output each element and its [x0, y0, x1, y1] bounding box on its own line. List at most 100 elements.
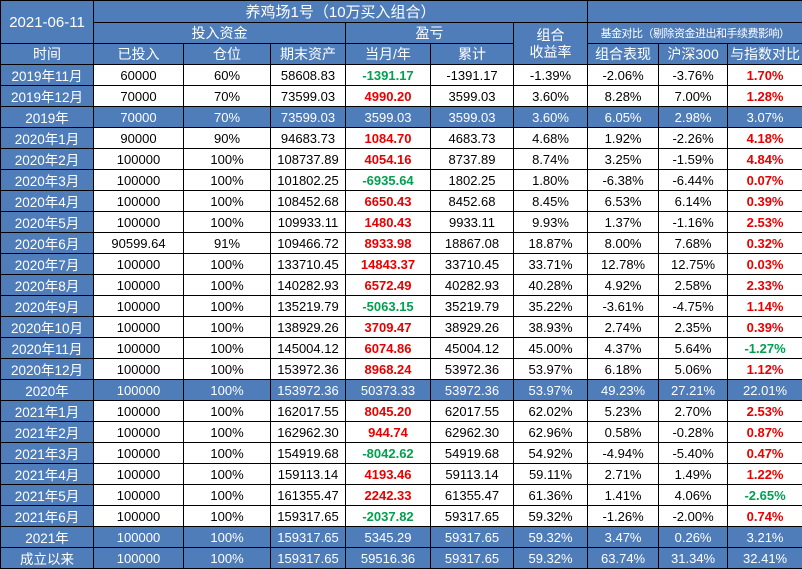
- cell-invested[interactable]: 70000: [94, 86, 184, 107]
- cell-vs-index[interactable]: 3.21%: [728, 527, 802, 548]
- row-label[interactable]: 2020年8月: [1, 275, 94, 296]
- cell-portfolio-perf[interactable]: 4.92%: [588, 275, 659, 296]
- cell-return-rate[interactable]: 54.92%: [514, 443, 588, 464]
- col-header-vs-index[interactable]: 与指数对比: [728, 44, 802, 65]
- cell-cumulative-pnl[interactable]: 59317.65: [431, 527, 514, 548]
- cell-hs300[interactable]: -4.75%: [659, 296, 728, 317]
- cell-vs-index[interactable]: 0.74%: [728, 506, 802, 527]
- cell-portfolio-perf[interactable]: 1.41%: [588, 485, 659, 506]
- cell-invested[interactable]: 100000: [94, 170, 184, 191]
- cell-cumulative-pnl[interactable]: -1391.17: [431, 65, 514, 86]
- col-header-hs300[interactable]: 沪深300: [659, 44, 728, 65]
- cell-invested[interactable]: 90000: [94, 128, 184, 149]
- cell-cumulative-pnl[interactable]: 53972.36: [431, 380, 514, 401]
- cell-position[interactable]: 100%: [184, 317, 271, 338]
- cell-return-rate[interactable]: 59.11%: [514, 464, 588, 485]
- cell-ending-assets[interactable]: 145004.12: [271, 338, 346, 359]
- cell-vs-index[interactable]: 32.41%: [728, 548, 802, 569]
- cell-portfolio-perf[interactable]: 4.37%: [588, 338, 659, 359]
- row-label[interactable]: 2020年2月: [1, 149, 94, 170]
- cell-month-pnl[interactable]: 3599.03: [346, 107, 431, 128]
- cell-invested[interactable]: 100000: [94, 401, 184, 422]
- cell-month-pnl[interactable]: 50373.33: [346, 380, 431, 401]
- cell-hs300[interactable]: -5.40%: [659, 443, 728, 464]
- cell-hs300[interactable]: 27.21%: [659, 380, 728, 401]
- cell-hs300[interactable]: -0.28%: [659, 422, 728, 443]
- cell-ending-assets[interactable]: 133710.45: [271, 254, 346, 275]
- cell-portfolio-perf[interactable]: -4.94%: [588, 443, 659, 464]
- cell-month-pnl[interactable]: 1480.43: [346, 212, 431, 233]
- cell-portfolio-perf[interactable]: 8.00%: [588, 233, 659, 254]
- cell-invested[interactable]: 100000: [94, 548, 184, 569]
- cell-portfolio-perf[interactable]: 6.53%: [588, 191, 659, 212]
- cell-vs-index[interactable]: 0.32%: [728, 233, 802, 254]
- col-header-position[interactable]: 仓位: [184, 44, 271, 65]
- col-header-ending-assets[interactable]: 期末资产: [271, 44, 346, 65]
- cell-cumulative-pnl[interactable]: 61355.47: [431, 485, 514, 506]
- cell-position[interactable]: 100%: [184, 149, 271, 170]
- cell-invested[interactable]: 100000: [94, 149, 184, 170]
- header-pnl-group[interactable]: 盈亏: [346, 23, 514, 44]
- cell-position[interactable]: 100%: [184, 359, 271, 380]
- cell-vs-index[interactable]: 4.84%: [728, 149, 802, 170]
- cell-vs-index[interactable]: 0.07%: [728, 170, 802, 191]
- cell-position[interactable]: 100%: [184, 212, 271, 233]
- cell-invested[interactable]: 60000: [94, 65, 184, 86]
- cell-position[interactable]: 91%: [184, 233, 271, 254]
- cell-vs-index[interactable]: 2.53%: [728, 401, 802, 422]
- col-header-month-pnl[interactable]: 当月/年: [346, 44, 431, 65]
- cell-month-pnl[interactable]: 8045.20: [346, 401, 431, 422]
- cell-portfolio-perf[interactable]: 8.28%: [588, 86, 659, 107]
- cell-ending-assets[interactable]: 159317.65: [271, 506, 346, 527]
- row-label[interactable]: 2021年6月: [1, 506, 94, 527]
- cell-ending-assets[interactable]: 140282.93: [271, 275, 346, 296]
- cell-ending-assets[interactable]: 73599.03: [271, 86, 346, 107]
- cell-vs-index[interactable]: 0.87%: [728, 422, 802, 443]
- cell-invested[interactable]: 100000: [94, 338, 184, 359]
- cell-cumulative-pnl[interactable]: 35219.79: [431, 296, 514, 317]
- cell-return-rate[interactable]: 53.97%: [514, 380, 588, 401]
- cell-hs300[interactable]: -6.44%: [659, 170, 728, 191]
- cell-position[interactable]: 70%: [184, 86, 271, 107]
- cell-portfolio-perf[interactable]: -1.26%: [588, 506, 659, 527]
- cell-hs300[interactable]: 2.70%: [659, 401, 728, 422]
- cell-hs300[interactable]: -1.59%: [659, 149, 728, 170]
- cell-invested[interactable]: 100000: [94, 317, 184, 338]
- cell-vs-index[interactable]: 2.53%: [728, 212, 802, 233]
- cell-portfolio-perf[interactable]: -6.38%: [588, 170, 659, 191]
- col-header-invested[interactable]: 已投入: [94, 44, 184, 65]
- cell-cumulative-pnl[interactable]: 62962.30: [431, 422, 514, 443]
- cell-ending-assets[interactable]: 153972.36: [271, 380, 346, 401]
- cell-return-rate[interactable]: 62.02%: [514, 401, 588, 422]
- cell-vs-index[interactable]: 4.18%: [728, 128, 802, 149]
- cell-vs-index[interactable]: 1.28%: [728, 86, 802, 107]
- cell-portfolio-perf[interactable]: 1.37%: [588, 212, 659, 233]
- cell-invested[interactable]: 100000: [94, 275, 184, 296]
- cell-month-pnl[interactable]: 4054.16: [346, 149, 431, 170]
- report-title[interactable]: 养鸡场1号（10万买入组合）: [94, 1, 588, 23]
- cell-position[interactable]: 100%: [184, 338, 271, 359]
- cell-position[interactable]: 100%: [184, 506, 271, 527]
- cell-cumulative-pnl[interactable]: 3599.03: [431, 107, 514, 128]
- cell-portfolio-perf[interactable]: 3.47%: [588, 527, 659, 548]
- cell-hs300[interactable]: 2.58%: [659, 275, 728, 296]
- cell-month-pnl[interactable]: 6074.86: [346, 338, 431, 359]
- cell-ending-assets[interactable]: 73599.03: [271, 107, 346, 128]
- row-label[interactable]: 2020年5月: [1, 212, 94, 233]
- cell-vs-index[interactable]: 0.47%: [728, 443, 802, 464]
- cell-cumulative-pnl[interactable]: 1802.25: [431, 170, 514, 191]
- cell-position[interactable]: 100%: [184, 191, 271, 212]
- cell-ending-assets[interactable]: 162962.30: [271, 422, 346, 443]
- cell-hs300[interactable]: -1.16%: [659, 212, 728, 233]
- cell-portfolio-perf[interactable]: 6.05%: [588, 107, 659, 128]
- cell-vs-index[interactable]: 0.39%: [728, 317, 802, 338]
- cell-position[interactable]: 100%: [184, 527, 271, 548]
- cell-ending-assets[interactable]: 94683.73: [271, 128, 346, 149]
- cell-ending-assets[interactable]: 109933.11: [271, 212, 346, 233]
- cell-month-pnl[interactable]: -5063.15: [346, 296, 431, 317]
- cell-return-rate[interactable]: 8.45%: [514, 191, 588, 212]
- cell-invested[interactable]: 100000: [94, 191, 184, 212]
- cell-return-rate[interactable]: 61.36%: [514, 485, 588, 506]
- cell-position[interactable]: 100%: [184, 254, 271, 275]
- cell-hs300[interactable]: 7.00%: [659, 86, 728, 107]
